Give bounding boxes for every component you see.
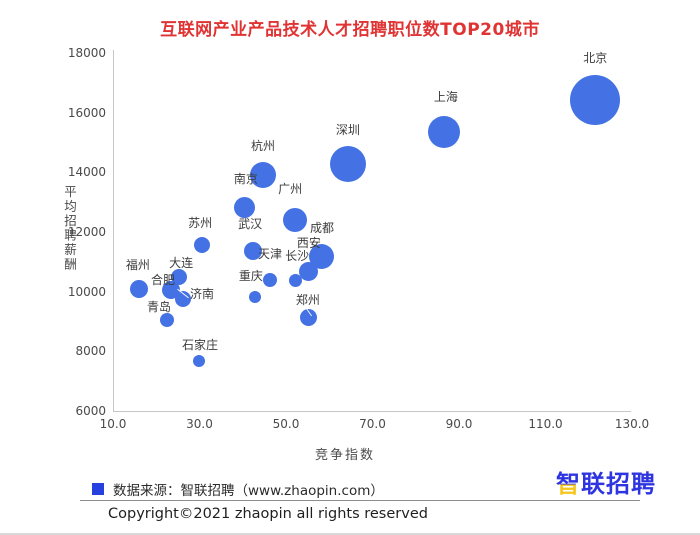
city-label-成都: 成都: [310, 220, 335, 235]
city-label-上海: 上海: [433, 90, 458, 105]
legend: 数据来源：智联招聘（www.zhaopin.com）: [92, 479, 384, 499]
city-label-济南: 济南: [190, 286, 215, 301]
x-tick-label: 70.0: [359, 417, 386, 431]
city-label-重庆: 重庆: [238, 268, 263, 283]
city-label-西安: 西安: [296, 235, 321, 250]
x-tick-label: 50.0: [272, 417, 300, 431]
city-label-长沙: 长沙: [285, 248, 310, 263]
bubble-大连: [171, 268, 188, 285]
bubble-武汉: [244, 241, 263, 260]
bubble-深圳: [329, 146, 366, 183]
bubble-郑州: [300, 308, 318, 326]
y-tick-label: 8000: [75, 344, 106, 359]
legend-source-text: 数据来源：智联招聘（www.zhaopin.com）: [113, 483, 384, 499]
y-axis-title: 平均招聘薪酬: [62, 185, 77, 272]
bubble-南京: [234, 196, 256, 218]
copyright-text: Copyright©2021 zhaopin all rights reserv…: [108, 506, 428, 522]
city-label-广州: 广州: [278, 182, 303, 197]
city-label-南京: 南京: [233, 172, 258, 187]
city-label-天津: 天津: [257, 246, 282, 261]
y-tick-label: 14000: [67, 165, 106, 180]
y-tick-label: 12000: [67, 225, 106, 239]
y-tick-label: 10000: [67, 284, 106, 299]
bubble-西安: [299, 262, 319, 282]
logo-chars-rest: 联招聘: [581, 470, 656, 498]
bubble-上海: [427, 116, 460, 149]
zhaopin-logo: 智联招聘: [556, 464, 656, 499]
y-axis-line: [113, 50, 114, 412]
bubble-济南: [175, 290, 192, 307]
bubble-杭州: [250, 162, 277, 189]
bubble-广州: [283, 208, 308, 233]
x-axis-line: [113, 411, 631, 412]
x-tick-label: 30.0: [186, 417, 213, 431]
bubble-石家庄: [193, 355, 206, 368]
bubble-天津: [262, 272, 277, 287]
city-label-福州: 福州: [125, 257, 150, 272]
x-tick-label: 90.0: [445, 417, 473, 431]
city-label-武汉: 武汉: [238, 216, 263, 231]
y-tick-label: 18000: [67, 46, 106, 60]
city-label-深圳: 深圳: [335, 123, 360, 138]
y-tick-label: 16000: [67, 105, 106, 120]
legend-marker-icon: [92, 483, 104, 495]
bubble-重庆: [248, 290, 261, 303]
city-label-郑州: 郑州: [295, 293, 320, 308]
logo-char-zhi: 智: [556, 470, 581, 498]
y-tick-label: 6000: [75, 404, 106, 418]
x-tick-label: 130.0: [614, 417, 650, 431]
city-label-青岛: 青岛: [147, 300, 172, 315]
bubble-青岛: [160, 313, 175, 328]
city-label-北京: 北京: [583, 50, 608, 65]
footer-divider: [80, 500, 640, 501]
bubble-长沙: [288, 274, 302, 288]
city-label-苏州: 苏州: [188, 215, 213, 230]
chart-title: 互联网产业产品技术人才招聘职位数TOP20城市: [160, 20, 540, 40]
bubble-苏州: [194, 236, 211, 253]
x-axis-title: 竞争指数: [314, 448, 375, 463]
city-label-合肥: 合肥: [150, 272, 175, 287]
city-label-大连: 大连: [169, 255, 194, 270]
bubble-北京: [570, 74, 621, 125]
bubble-福州: [129, 279, 148, 298]
x-tick-label: 110.0: [528, 417, 563, 431]
x-tick-label: 10.0: [99, 417, 127, 431]
city-label-杭州: 杭州: [251, 139, 276, 154]
city-label-石家庄: 石家庄: [182, 338, 219, 353]
